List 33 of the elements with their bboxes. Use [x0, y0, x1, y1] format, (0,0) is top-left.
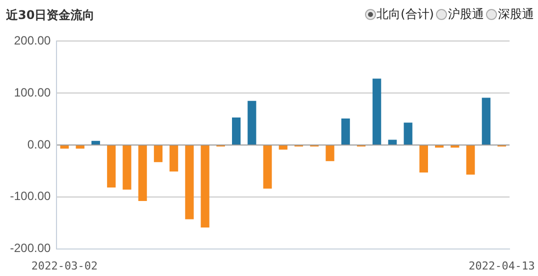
bar	[419, 146, 428, 173]
text: 沪股通	[448, 6, 484, 23]
bar	[388, 140, 397, 144]
bar	[466, 146, 475, 175]
bar	[170, 146, 178, 172]
chart-title: 近30日资金流向	[6, 7, 95, 24]
bar	[263, 146, 272, 189]
y-tick-label: 0.00	[27, 137, 52, 152]
bar	[138, 146, 147, 202]
bar	[200, 146, 210, 228]
bar	[404, 122, 412, 144]
bar	[248, 100, 256, 144]
bar	[278, 146, 288, 150]
bar	[107, 146, 116, 188]
bar	[185, 146, 194, 220]
bar	[60, 146, 69, 149]
text: 北向(合计)	[376, 6, 434, 23]
bar	[372, 78, 382, 144]
bar	[76, 146, 84, 149]
bar	[482, 98, 490, 144]
text: 深股通	[498, 6, 534, 23]
y-tick-label: 200.00	[14, 34, 52, 48]
y-tick-label: -200.00	[10, 241, 52, 256]
x-tick-label: 2022-04-13	[468, 259, 535, 272]
bar	[232, 117, 241, 144]
bar	[341, 118, 350, 144]
y-tick-label: -100.00	[10, 189, 52, 204]
bar	[326, 146, 334, 162]
x-tick-label: 2022-03-02	[31, 259, 98, 272]
bar	[154, 146, 163, 162]
y-tick-label: 100.00	[14, 85, 52, 100]
bar	[91, 140, 100, 144]
bar	[122, 146, 132, 190]
